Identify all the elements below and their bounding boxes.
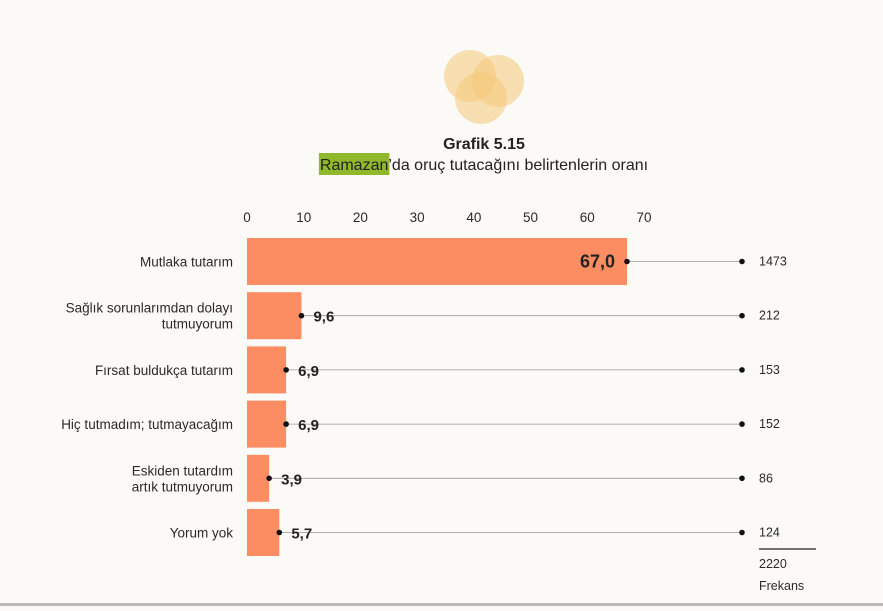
- subtitle-highlight-text: Ramazan: [320, 157, 388, 174]
- bottom-divider: [0, 603, 883, 606]
- value-dot: [283, 421, 289, 427]
- value-dot: [624, 258, 630, 265]
- category-label: Hiç tutmadım; tutmayacağım: [61, 417, 233, 432]
- data-label: 6,9: [298, 417, 319, 434]
- chart-title: Grafik 5.15: [443, 136, 525, 153]
- frequency-label: 152: [759, 417, 780, 431]
- frequency-dot: [739, 475, 745, 482]
- logo-icon: [444, 50, 524, 124]
- chart-subtitle: Ramazan’da oruç tutacağını belirtenlerin…: [318, 153, 648, 175]
- frequency-total: 2220: [759, 557, 787, 571]
- frequency-dot: [739, 529, 745, 536]
- value-dot: [276, 529, 283, 536]
- x-tick-label: 60: [580, 210, 595, 225]
- x-tick-label: 0: [243, 210, 251, 225]
- category-label: Sağlık sorunlarımdan dolayı: [66, 301, 233, 316]
- frequency-dot: [739, 421, 745, 427]
- category-label: tutmuyorum: [162, 317, 233, 332]
- bar: [247, 238, 627, 285]
- frequency-label: 1473: [759, 255, 787, 269]
- x-tick-label: 70: [636, 210, 651, 225]
- svg-text:Ramazan’da oruç tutacağını bel: Ramazan’da oruç tutacağını belirtenlerin…: [320, 157, 648, 174]
- bar: [247, 292, 302, 340]
- frequency-dot: [739, 312, 745, 319]
- bar: [247, 346, 287, 394]
- data-label: 3,9: [281, 471, 302, 488]
- x-tick-label: 10: [296, 210, 311, 225]
- plot-area: 67,0 1473 Mutlaka tutarım 9,6 212 Sağlık soru…: [61, 238, 787, 556]
- frequency-label: 124: [759, 526, 780, 540]
- data-label: 9,6: [313, 309, 334, 326]
- value-dot: [283, 367, 289, 373]
- bar: [247, 509, 280, 556]
- frequency-axis-label: Frekans: [759, 579, 804, 593]
- category-label: Mutlaka tutarım: [140, 255, 233, 270]
- x-tick-label: 40: [466, 210, 481, 225]
- x-tick-label: 50: [523, 210, 538, 225]
- frequency-label: 86: [759, 471, 773, 485]
- subtitle-rest-text: ’da oruç tutacağını belirtenlerin oranı: [388, 157, 648, 174]
- data-label: 67,0: [580, 252, 615, 272]
- value-dot: [298, 312, 305, 319]
- category-label: Fırsat buldukça tutarım: [95, 363, 233, 378]
- frequency-label: 212: [759, 309, 780, 323]
- value-dot: [266, 475, 272, 482]
- category-label: artık tutmuyorum: [132, 479, 233, 494]
- bar: [247, 400, 287, 448]
- x-tick-label: 20: [353, 210, 368, 225]
- bar: [247, 454, 270, 502]
- category-label: Yorum yok: [170, 526, 234, 541]
- frequency-label: 153: [759, 363, 780, 377]
- frequency-dot: [739, 367, 745, 373]
- data-label: 6,9: [298, 363, 319, 380]
- subtitle-highlight: [318, 153, 390, 175]
- frequency-dot: [739, 258, 745, 265]
- data-label: 5,7: [291, 526, 312, 543]
- x-axis-ticks: 0 10 20 30 40 50 60 70: [243, 210, 651, 225]
- category-label: Eskiden tutardım: [132, 463, 233, 478]
- x-tick-label: 30: [410, 210, 425, 225]
